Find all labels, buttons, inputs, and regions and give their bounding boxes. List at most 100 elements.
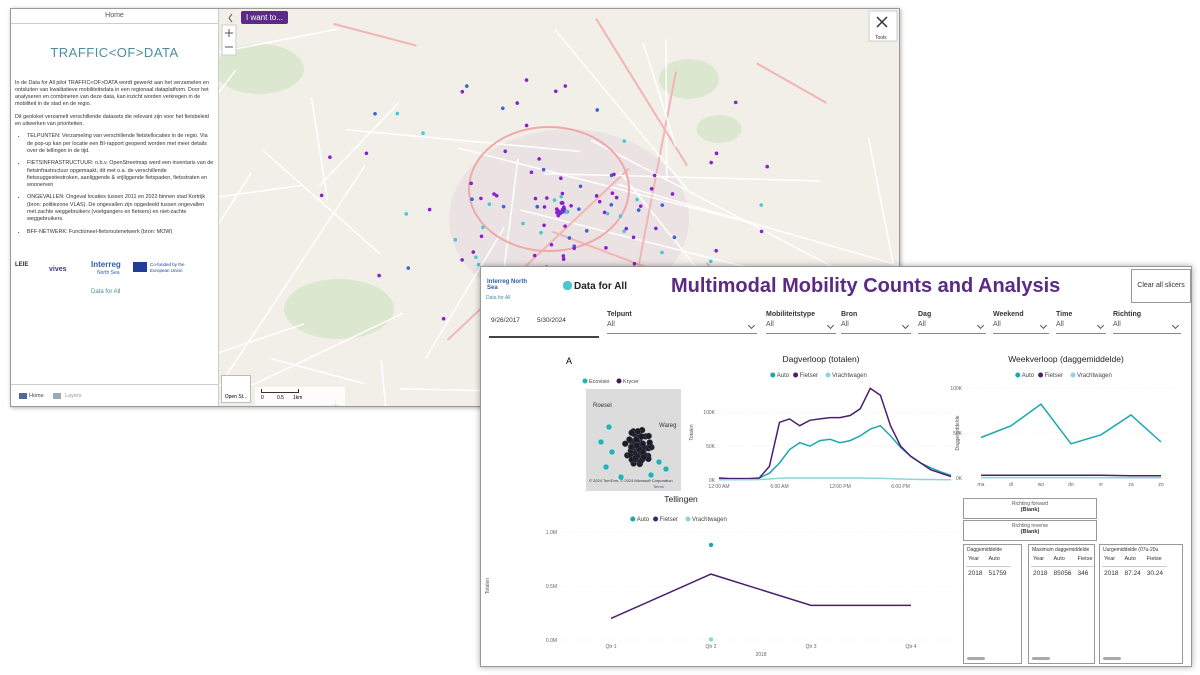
logo: vives xyxy=(49,266,67,273)
map-point xyxy=(542,205,547,209)
slicer: Bron All xyxy=(841,311,911,334)
x-tick-label: Qtr 3 xyxy=(805,644,816,650)
road xyxy=(642,43,677,147)
tools[interactable]: Tools xyxy=(875,35,887,41)
sidebar-tab[interactable]: Home xyxy=(11,9,218,24)
slicer-value[interactable]: All xyxy=(766,321,836,334)
cell: 85056 xyxy=(1053,570,1072,577)
map-point xyxy=(395,111,400,116)
map-point xyxy=(562,206,566,211)
button[interactable]: I want to... xyxy=(241,11,288,24)
point xyxy=(708,542,714,548)
cell: 2018 xyxy=(1033,570,1048,577)
date-slider[interactable] xyxy=(489,336,599,338)
x-tick-label: zo xyxy=(1158,482,1164,488)
clear-button[interactable]: Clear all slicers xyxy=(1131,269,1191,303)
column-header: Year xyxy=(966,555,987,567)
slicer-value[interactable]: All xyxy=(841,321,911,334)
x-tick-label: Qtr 2 xyxy=(705,644,716,650)
x-tick-label: do xyxy=(1068,482,1074,488)
map-point xyxy=(373,111,377,116)
map-point xyxy=(636,208,641,212)
map-point xyxy=(561,257,566,262)
column-header: Auto xyxy=(1051,555,1076,567)
row: 2018 51759 xyxy=(966,567,1011,580)
map-point xyxy=(553,89,558,94)
tab[interactable]: Layers xyxy=(65,393,82,399)
legend-label: Vrachtwagen xyxy=(1077,373,1112,379)
map-point xyxy=(569,203,573,208)
slicer-value[interactable]: All xyxy=(993,321,1049,334)
map-point xyxy=(532,253,537,258)
cell: 2018 xyxy=(968,570,983,577)
map-point xyxy=(524,78,529,82)
legend-dot xyxy=(653,516,659,522)
road xyxy=(457,147,770,229)
date-end[interactable]: 5/30/2024 xyxy=(537,317,566,324)
line xyxy=(981,474,1161,477)
legend-label: Fietser xyxy=(1045,373,1063,379)
column-header: Auto xyxy=(986,555,1011,567)
map-point xyxy=(529,170,534,175)
map-point xyxy=(549,242,554,247)
slicer-label: Mobiliteitstype xyxy=(766,311,816,318)
y-tick-label: 100K xyxy=(703,410,715,416)
slicer-value[interactable]: All xyxy=(1113,321,1181,334)
date-start[interactable]: 9/26/2017 xyxy=(491,317,520,324)
legend-dot xyxy=(793,372,799,378)
map-point xyxy=(539,230,543,235)
basemap-button[interactable]: Open St... xyxy=(221,375,251,403)
link[interactable]: Data for All xyxy=(91,289,121,295)
map[interactable] xyxy=(219,9,899,406)
road xyxy=(219,164,366,388)
map-point xyxy=(765,164,769,169)
legend-dot xyxy=(825,372,831,378)
mini-map-point xyxy=(638,433,645,440)
road xyxy=(219,172,253,225)
map-point xyxy=(492,192,496,196)
map-point xyxy=(708,259,713,264)
logo: LEIE xyxy=(15,262,29,268)
slicer-value[interactable]: All xyxy=(918,321,986,334)
table: Year Auto Fietse 2018 85056 346 xyxy=(1031,555,1094,579)
bullet: BFF-NETWERK: Functioneel-fietsroutenetwe… xyxy=(27,229,214,236)
tab[interactable]: Home xyxy=(29,393,44,399)
map-point xyxy=(563,84,568,88)
map-point xyxy=(632,261,637,266)
map-point xyxy=(476,262,481,267)
map-point xyxy=(494,193,499,198)
slicer-value[interactable]: All xyxy=(607,321,757,334)
map-point xyxy=(441,316,446,321)
scrollbar xyxy=(1032,657,1050,660)
line xyxy=(718,424,952,480)
map-point xyxy=(759,203,764,207)
y-axis-title: Daggemiddelde xyxy=(955,415,961,450)
bullet: FIETSINFRASTRUCTUUR: o.b.v. OpenStreetma… xyxy=(27,160,214,189)
slicer-label: Time xyxy=(1056,311,1073,318)
map-point xyxy=(759,229,764,234)
mini-map-point xyxy=(597,438,605,446)
app-title: TRAFFIC<OF>DATA xyxy=(50,45,179,60)
slicer: Richting All xyxy=(1113,311,1181,334)
x-tick-label: za xyxy=(1128,482,1134,488)
map-point xyxy=(471,250,476,254)
map-point xyxy=(709,160,713,165)
column-header: Fietse xyxy=(1144,555,1168,567)
paragraph: Dit geoloket verzamelt verschillende dat… xyxy=(15,113,209,128)
legend-dot xyxy=(770,372,776,378)
slicer-value[interactable]: All xyxy=(1056,321,1106,334)
table-title: Maximum daggemiddelde xyxy=(1032,547,1090,553)
map-point xyxy=(460,89,465,94)
card: Richting forward (Blank) xyxy=(963,498,1097,519)
mini-map-point xyxy=(622,440,629,447)
map-point xyxy=(328,155,332,160)
mini-map-point xyxy=(646,439,653,446)
legend-dot xyxy=(582,378,588,384)
table-visual: Maximum daggemiddelde Year Auto Fietse 2018 8… xyxy=(1028,544,1095,664)
map-point xyxy=(319,193,324,198)
slicer-label: Telpunt xyxy=(607,311,632,318)
visual-title: A xyxy=(566,356,572,366)
map-point xyxy=(577,207,581,211)
link[interactable]: Data for All xyxy=(486,295,511,301)
